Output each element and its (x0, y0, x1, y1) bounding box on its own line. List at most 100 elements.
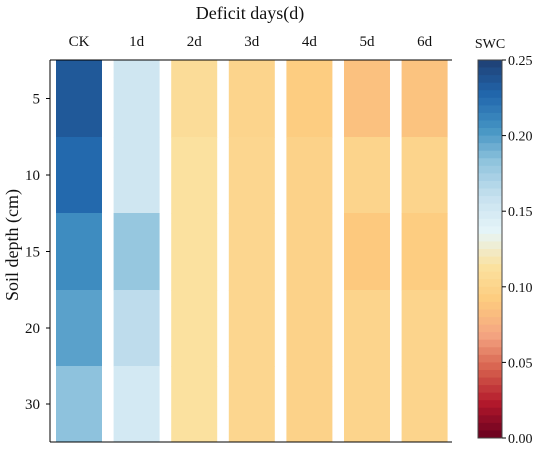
colorbar-band (478, 75, 502, 84)
heatmap-cell (344, 290, 390, 367)
x-tick-label: 2d (187, 34, 203, 50)
colorbar-band (478, 415, 502, 424)
heatmap-cell (171, 137, 218, 214)
heatmap-cell (56, 366, 102, 443)
colorbar-band (478, 112, 502, 121)
heatmap-cell (56, 290, 102, 367)
heatmap-cell (344, 213, 390, 291)
colorbar-band (478, 286, 502, 295)
colorbar-band (478, 233, 502, 242)
heatmap-cell (171, 290, 218, 367)
colorbar-band (478, 60, 502, 68)
chart-title: Deficit days(d) (196, 3, 304, 24)
x-tick-label: 5d (360, 34, 376, 50)
colorbar-band (478, 332, 502, 341)
colorbar-band (478, 180, 502, 189)
heatmap-cell (286, 366, 333, 443)
heatmap-cell (401, 60, 448, 138)
x-tick-label: 3d (244, 34, 260, 50)
colorbar-band (478, 105, 502, 114)
colorbar-band (478, 362, 502, 371)
heatmap-cell (113, 213, 160, 291)
colorbar-band (478, 241, 502, 250)
heatmap-cell (113, 60, 160, 138)
heatmap-cell (171, 60, 218, 138)
colorbar-tick-label: 0.05 (508, 356, 533, 371)
colorbar-band (478, 218, 502, 227)
colorbar (477, 59, 503, 439)
colorbar-band (478, 90, 502, 99)
heatmap-cell (228, 213, 275, 291)
colorbar-band (478, 271, 502, 280)
heatmap-cell (286, 213, 333, 291)
heatmap-cell (401, 213, 448, 291)
heatmap-cell (228, 290, 275, 367)
y-tick-labels: 5 10 15 20 30 (25, 92, 50, 413)
colorbar-tick-label: 0.25 (508, 54, 533, 69)
colorbar-band (478, 188, 502, 197)
heatmap-cell (56, 213, 102, 291)
heatmap-cell (113, 290, 160, 367)
colorbar-frame (477, 59, 503, 439)
heatmap-cell (286, 137, 333, 214)
y-tick-label: 5 (33, 92, 41, 108)
x-tick-labels: CK 1d 2d 3d 4d 5d 6d (69, 34, 433, 50)
colorbar-band (478, 430, 502, 439)
colorbar-tick-labels: 0.25 0.20 0.15 0.10 0.05 0.00 (502, 54, 533, 447)
colorbar-band (478, 249, 502, 257)
heatmap-cell (56, 137, 102, 214)
colorbar-band (478, 369, 502, 378)
colorbar-tick-label: 0.15 (508, 205, 533, 220)
x-tick-label: 1d (129, 34, 145, 50)
x-tick-label: 4d (302, 34, 318, 50)
colorbar-band (478, 97, 502, 106)
colorbar-band (478, 158, 502, 167)
colorbar-band (478, 347, 502, 356)
colorbar-tick-label: 0.10 (508, 281, 533, 296)
colorbar-tick-label: 0.20 (508, 130, 533, 145)
colorbar-band (478, 385, 502, 394)
y-tick-label: 15 (25, 245, 40, 261)
colorbar-band (478, 143, 502, 152)
colorbar-band (478, 301, 502, 310)
colorbar-band (478, 324, 502, 333)
heatmap-cells (56, 60, 448, 443)
heatmap-cell (113, 366, 160, 443)
y-tick-label: 10 (25, 168, 40, 184)
heatmap-cell (401, 290, 448, 367)
heatmap-cell (228, 137, 275, 214)
heatmap-cell (344, 137, 390, 214)
colorbar-band (478, 354, 502, 363)
y-axis-label: Soil depth (cm) (2, 189, 23, 301)
heatmap-cell (344, 60, 390, 138)
colorbar-band (478, 150, 502, 159)
heatmap-cell (401, 137, 448, 214)
colorbar-band (478, 377, 502, 386)
heatmap-cell (228, 366, 275, 443)
colorbar-band (478, 256, 502, 265)
y-tick-label: 20 (25, 321, 40, 337)
colorbar-title: SWC (475, 37, 505, 52)
colorbar-band (478, 135, 502, 144)
heatmap-cell (113, 137, 160, 214)
heatmap-cell (286, 60, 333, 138)
heatmap-cell (286, 290, 333, 367)
heatmap-cell (171, 366, 218, 443)
colorbar-band (478, 67, 502, 76)
colorbar-band (478, 203, 502, 212)
colorbar-tick-label: 0.00 (508, 432, 533, 447)
colorbar-band (478, 422, 502, 431)
colorbar-band (478, 407, 502, 416)
heatmap-cell (171, 213, 218, 291)
heatmap-cell (344, 366, 390, 443)
heatmap-cell (56, 60, 102, 138)
x-tick-label: CK (69, 34, 90, 50)
colorbar-band (478, 264, 502, 273)
colorbar-band (478, 82, 502, 91)
y-tick-label: 30 (25, 397, 40, 413)
colorbar-band (478, 294, 502, 303)
colorbar-band (478, 120, 502, 129)
colorbar-band (478, 309, 502, 318)
colorbar-band (478, 317, 502, 325)
